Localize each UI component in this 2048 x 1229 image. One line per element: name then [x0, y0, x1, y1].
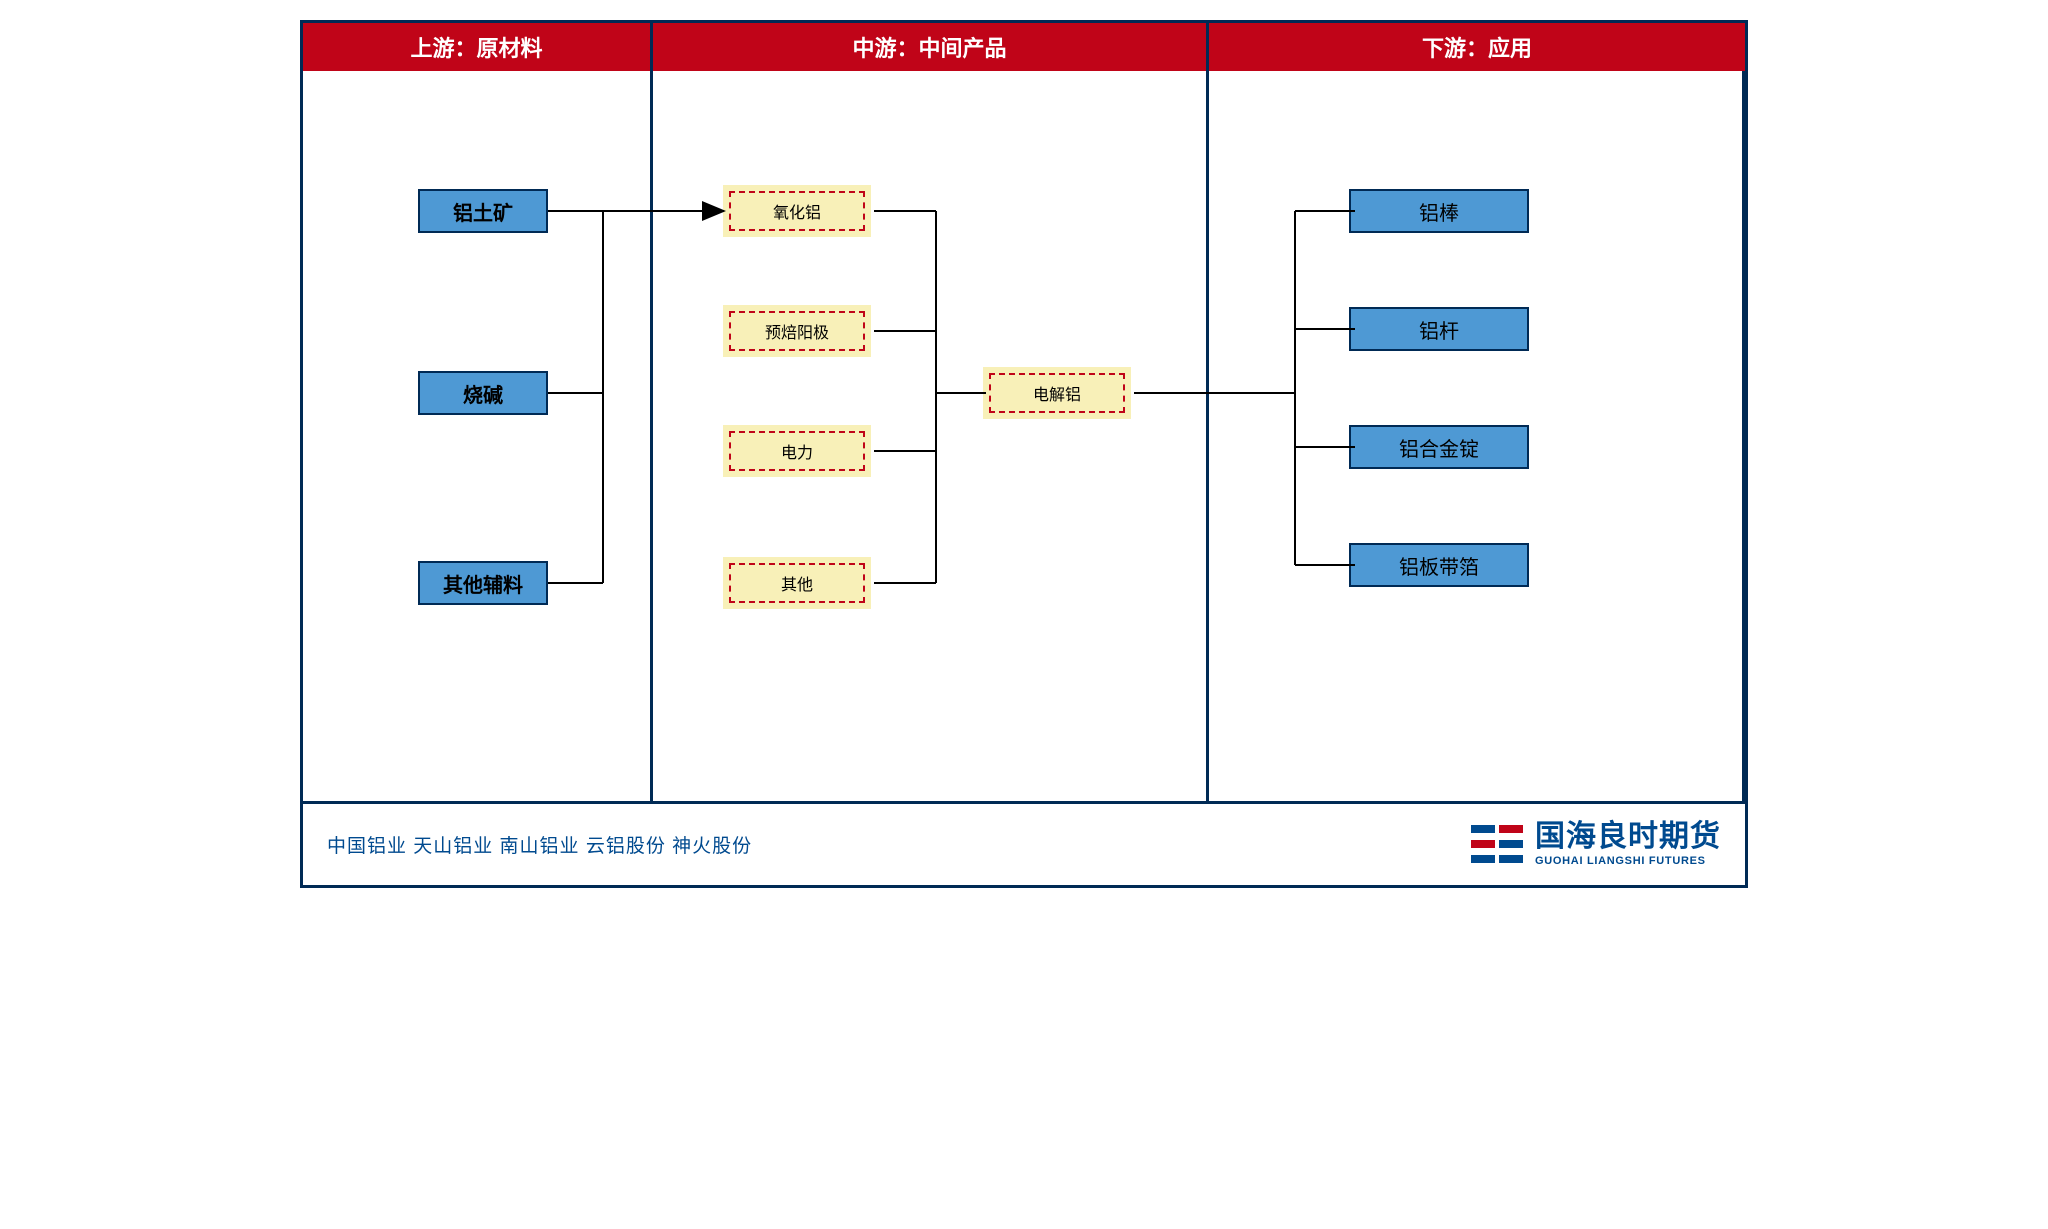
related-companies: 中国铝业 天山铝业 南山铝业 云铝股份 神火股份: [327, 831, 752, 858]
node-power-label: 电力: [729, 431, 865, 471]
node-caustic-soda: 烧碱: [418, 371, 548, 415]
node-other-aux: 其他辅料: [418, 561, 548, 605]
upstream-column: 铝土矿 烧碱 其他辅料: [303, 71, 653, 801]
node-other: 其他: [723, 557, 871, 609]
industry-chain-diagram: 上游：原材料 中游：中间产品 下游：应用 铝土矿 烧碱 其他辅料 氧化铝 预焙阳…: [300, 20, 1748, 888]
node-other-label: 其他: [729, 563, 865, 603]
node-power: 电力: [723, 425, 871, 477]
downstream-column: 铝棒 铝杆 铝合金锭 铝板带箔: [1209, 71, 1745, 801]
node-aluminum-rod: 铝棒: [1349, 189, 1529, 233]
node-aluminum-sheet-strip-foil: 铝板带箔: [1349, 543, 1529, 587]
midstream-column: 氧化铝 预焙阳极 电力 其他 电解铝: [653, 71, 1209, 801]
node-alumina: 氧化铝: [723, 185, 871, 237]
node-prebaked-anode: 预焙阳极: [723, 305, 871, 357]
node-electrolytic-label: 电解铝: [989, 373, 1125, 413]
header-upstream: 上游：原材料: [303, 23, 653, 71]
node-bauxite: 铝土矿: [418, 189, 548, 233]
body-row: 铝土矿 烧碱 其他辅料 氧化铝 预焙阳极 电力 其他 电解铝 铝棒: [303, 71, 1745, 801]
node-alumina-label: 氧化铝: [729, 191, 865, 231]
node-aluminum-bar: 铝杆: [1349, 307, 1529, 351]
brand-logo-text: 国海良时期货 GUOHAI LIANGSHI FUTURES: [1535, 822, 1721, 867]
footer-row: 中国铝业 天山铝业 南山铝业 云铝股份 神火股份 国海良时期货 GUOHAI L…: [303, 801, 1745, 885]
brand-logo-en: GUOHAI LIANGSHI FUTURES: [1535, 855, 1721, 867]
header-row: 上游：原材料 中游：中间产品 下游：应用: [303, 23, 1745, 71]
node-electrolytic-aluminum: 电解铝: [983, 367, 1131, 419]
header-downstream: 下游：应用: [1209, 23, 1745, 71]
brand-logo-cn: 国海良时期货: [1535, 822, 1721, 852]
header-midstream: 中游：中间产品: [653, 23, 1209, 71]
node-aluminum-alloy-ingot: 铝合金锭: [1349, 425, 1529, 469]
node-anode-label: 预焙阳极: [729, 311, 865, 351]
brand-logo-icon: [1471, 821, 1525, 869]
brand-logo: 国海良时期货 GUOHAI LIANGSHI FUTURES: [1471, 821, 1721, 869]
